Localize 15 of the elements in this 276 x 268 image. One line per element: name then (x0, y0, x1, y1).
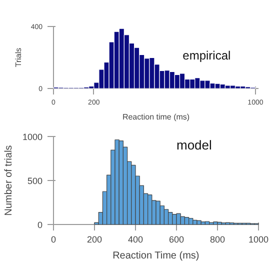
x-tick-label: 600 (168, 234, 184, 244)
annotation: model (176, 137, 212, 152)
x-tick-label: 800 (210, 234, 226, 244)
y-tick-label: 0 (37, 220, 43, 230)
x-tick-label: 1000 (248, 234, 269, 244)
x-tick-label: 200 (86, 234, 102, 244)
y-tick-label: 1000 (22, 132, 43, 142)
x-tick-label: 0 (50, 234, 56, 244)
annotation: empirical (182, 48, 231, 62)
x-axis-title: Reaction time (ms) (122, 112, 190, 122)
y-tick-label: 500 (27, 176, 43, 186)
x-tick-label: 400 (128, 234, 144, 244)
y-axis-title: Number of trials (3, 145, 14, 216)
x-axis-title: Reaction Time (ms) (112, 250, 200, 262)
y-axis-title: Trials (14, 48, 23, 68)
